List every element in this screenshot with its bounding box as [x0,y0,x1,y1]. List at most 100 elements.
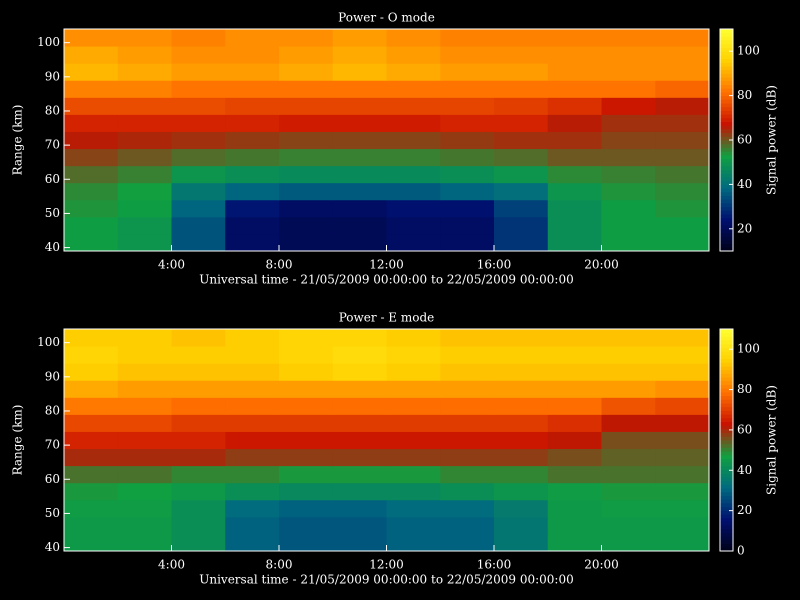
heatmap-cell [64,63,119,81]
heatmap-cell [279,29,334,47]
heatmap-cell [332,148,387,167]
colorbar-strip [720,84,733,89]
heatmap-cell [117,482,172,501]
heatmap-cell [117,380,172,398]
y-tick-label: 90 [45,69,60,83]
heatmap-cell [440,346,495,364]
colorbar-strip [720,332,733,337]
colorbar-strip [720,169,733,174]
heatmap-cell [171,165,226,184]
y-tick-label: 50 [45,206,60,220]
heatmap-cell [655,148,710,167]
heatmap-cell [64,414,119,432]
heatmap-cell [386,533,441,552]
heatmap-cell [64,533,119,552]
colorbar-strip [720,521,733,526]
heatmap-cell [279,199,334,218]
heatmap-cell [440,533,495,552]
heatmap-cell [225,516,280,535]
heatmap-cell [279,80,334,98]
heatmap-cell [64,329,119,347]
heatmap-cell [171,199,226,218]
colorbar-tick-label: 20 [737,221,752,235]
heatmap-cell [171,499,226,518]
colorbar-strip [720,29,733,34]
colorbar-strip [720,43,733,48]
heatmap-cell [332,329,387,347]
heatmap-cell [225,199,280,218]
heatmap-cell [117,499,172,518]
heatmap-cell [279,346,334,364]
x-axis-label: Universal time - 21/05/2009 00:00:00 to … [199,273,574,287]
heatmap-cell [117,29,172,47]
colorbar-strip [720,95,733,100]
heatmap-cell [601,465,656,484]
colorbar-label: Signal power (dB) [765,85,779,195]
y-tick-label: 80 [45,103,60,117]
colorbar-strip [720,536,733,541]
colorbar-strip [720,480,733,485]
heatmap-cell [279,63,334,81]
heatmap-cell [440,148,495,167]
colorbar-strip [720,121,733,126]
colorbar-strip [720,214,733,219]
heatmap-cell [601,363,656,381]
colorbar-strip [720,210,733,215]
colorbar-strip [720,221,733,226]
heatmap-cell [494,80,549,98]
colorbar-strip [720,447,733,452]
heatmap-cell [64,216,119,235]
heatmap-cell [117,114,172,132]
heatmap-cell [225,448,280,467]
colorbar-strip [720,532,733,537]
heatmap-cell [386,46,441,64]
heatmap-cell [655,329,710,347]
colorbar-strip [720,502,733,508]
colorbar-strip [720,377,733,382]
heatmap-cell [225,363,280,381]
heatmap-cell [225,29,280,47]
heatmap-cell [332,165,387,184]
colorbar-strip [720,36,733,41]
heatmap-cell [386,114,441,132]
heatmap-cell [440,131,495,150]
heatmap-cell [117,97,172,115]
heatmap-cell [494,431,549,450]
heatmap-cell [117,216,172,235]
heatmap-cell [601,131,656,150]
colorbar-strip [720,125,733,130]
heatmap-cell [494,233,549,252]
heatmap-cell [225,233,280,252]
colorbar-tick-label: 80 [737,382,752,396]
heatmap-cell [547,63,602,81]
heatmap-cell [547,516,602,535]
heatmap-cell [601,80,656,98]
heatmap-cell [494,533,549,552]
heatmap-cell [171,182,226,201]
heatmap-cell [547,216,602,235]
heatmap-cell [386,431,441,450]
heatmap-cell [440,363,495,381]
heatmap-cell [547,199,602,218]
colorbar-strip [720,225,733,230]
heatmap-cell [547,465,602,484]
heatmap-cell [279,431,334,450]
heatmap-cell [440,380,495,398]
colorbar-strip [720,451,733,456]
colorbar-strip [720,358,733,363]
colorbar-strip [720,347,733,352]
heatmap-cell [171,448,226,467]
heatmap-cell [279,329,334,347]
y-axis-label: Range (km) [11,105,25,176]
y-tick-label: 100 [37,335,60,349]
colorbar-strip [720,165,733,171]
colorbar-strip [720,191,733,196]
heatmap-cell [279,482,334,501]
colorbar-strip [720,136,733,141]
heatmap-cell [225,346,280,364]
heatmap-cell [601,216,656,235]
heatmap-cell [117,533,172,552]
heatmap-cell [386,397,441,415]
heatmap-cell [171,216,226,235]
